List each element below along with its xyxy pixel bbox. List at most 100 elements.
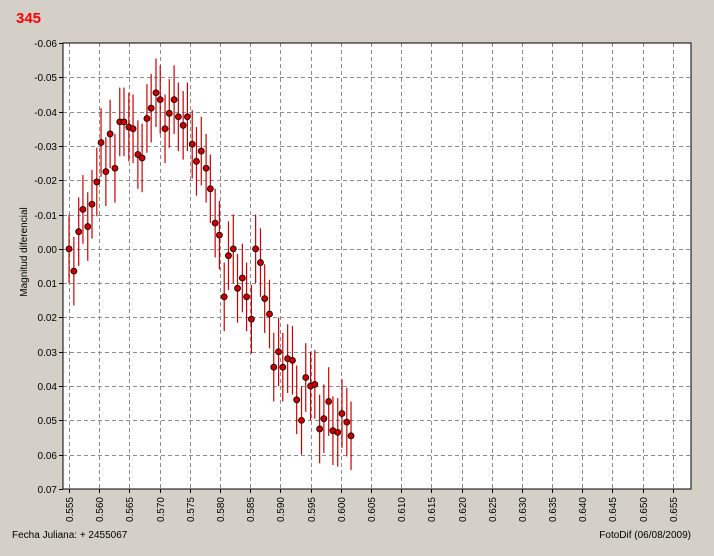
data-point [279,363,287,371]
x-tick-label: 0.590 [276,497,287,522]
data-point [220,293,228,301]
data-point [88,200,96,208]
y-tick-label: 0.03 [38,348,58,359]
footer-software: FotoDif (06/08/2009) [599,530,691,541]
data-point [165,109,173,117]
x-tick-label: 0.610 [397,497,408,522]
footer-julian-date: Fecha Juliana: + 2455067 [12,530,128,541]
y-tick-label: 0.07 [38,485,58,496]
data-point [70,267,78,275]
x-tick-label: 0.560 [95,497,106,522]
chart-title: 345 [16,10,41,27]
data-point [347,432,355,440]
data-point [84,223,92,230]
y-tick-label: -0.03 [34,142,57,153]
data-point [234,284,241,292]
data-point [143,115,151,122]
x-tick-label: 0.605 [367,497,378,522]
plot-area [63,43,691,489]
x-tick-label: 0.645 [608,497,619,522]
y-tick-label: -0.04 [34,108,57,119]
x-tick-label: 0.570 [156,497,167,522]
x-tick-label: 0.625 [488,497,499,522]
data-point [183,113,191,121]
y-tick-label: 0.06 [38,451,58,462]
x-tick-label: 0.575 [186,497,197,522]
x-tick-label: 0.585 [246,497,257,522]
y-axis-label: Magnitud diferencial [19,207,30,297]
y-tick-label: 0.04 [38,382,58,393]
data-point [170,96,178,104]
data-point [247,315,255,323]
data-point [215,231,223,239]
y-tick-label: 0.01 [38,279,58,290]
x-tick-label: 0.595 [307,497,318,522]
data-point [202,164,210,172]
data-point [93,178,101,186]
data-point [197,147,205,155]
y-tick-label: 0.05 [38,416,58,427]
data-point [293,396,301,404]
data-point [211,219,219,227]
x-tick-label: 0.600 [337,497,348,522]
x-tick-label: 0.635 [548,497,559,522]
data-point [188,140,196,148]
data-point [275,348,282,356]
data-point [156,96,164,104]
y-tick-label: -0.05 [34,73,57,84]
data-point [102,168,110,176]
data-point [174,113,182,121]
data-point [257,259,264,266]
data-point [138,154,146,162]
y-tick-label: 0.02 [38,313,58,324]
x-axis-ticks: 0.555 0.560 0.565 0.570 0.575 0.580 0.585 0.590… [65,489,680,522]
data-point [97,139,105,146]
data-point [229,245,237,253]
y-tick-label: -0.01 [34,211,57,222]
data-point [338,410,346,417]
data-point [343,418,351,426]
data-point [65,245,73,253]
x-tick-label: 0.640 [578,497,589,522]
x-tick-label: 0.555 [65,497,76,522]
y-tick-label: 0.00 [38,245,58,256]
data-point [261,295,269,302]
data-point [334,428,342,436]
data-point [111,164,119,172]
data-point [238,274,246,282]
y-axis-ticks: -0.06 -0.05 -0.04 -0.03 -0.02 -0.01 0.00 0.01 0.… [34,39,63,496]
x-tick-label: 0.650 [639,497,650,522]
data-points [65,89,355,440]
data-point [298,416,305,424]
x-tick-label: 0.565 [125,497,136,522]
data-point [75,228,83,236]
data-point [270,363,278,371]
x-tick-label: 0.615 [427,497,438,522]
plot-frame [62,42,692,490]
x-tick-label: 0.655 [669,497,680,522]
y-tick-label: -0.06 [34,39,57,50]
data-point [320,415,328,423]
data-point [152,89,160,97]
data-point [147,104,155,112]
data-point [311,380,319,388]
data-point [225,252,232,260]
data-point [206,185,214,193]
x-tick-label: 0.630 [518,497,529,522]
y-tick-label: -0.02 [34,176,57,187]
data-point [129,125,137,133]
data-point [120,118,128,126]
x-tick-label: 0.580 [216,497,227,522]
data-point [325,398,333,405]
x-tick-label: 0.620 [458,497,469,522]
data-point [302,374,310,381]
data-point [266,310,273,318]
data-point [243,293,250,301]
data-point [252,245,260,253]
data-point [161,125,169,133]
data-point [106,130,114,138]
data-point [289,356,296,364]
data-point [316,425,324,433]
